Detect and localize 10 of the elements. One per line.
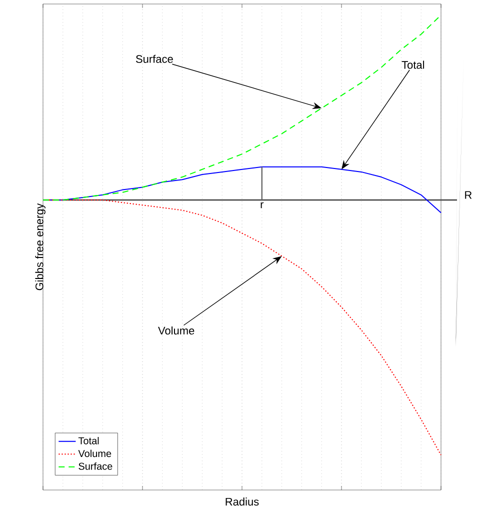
text: R: [465, 191, 472, 199]
legend-label: Surface: [78, 462, 112, 470]
annotation: r: [260, 202, 264, 208]
y-axis-title: Gibbs free energy: [35, 203, 46, 290]
annotation: Surface: [136, 54, 173, 63]
annotation: Total: [402, 60, 424, 69]
annotation: Volume: [158, 326, 194, 335]
legend-label: Total: [78, 436, 99, 444]
legend-label: Volume: [78, 450, 112, 458]
x-axis-title: Radius: [226, 498, 259, 506]
